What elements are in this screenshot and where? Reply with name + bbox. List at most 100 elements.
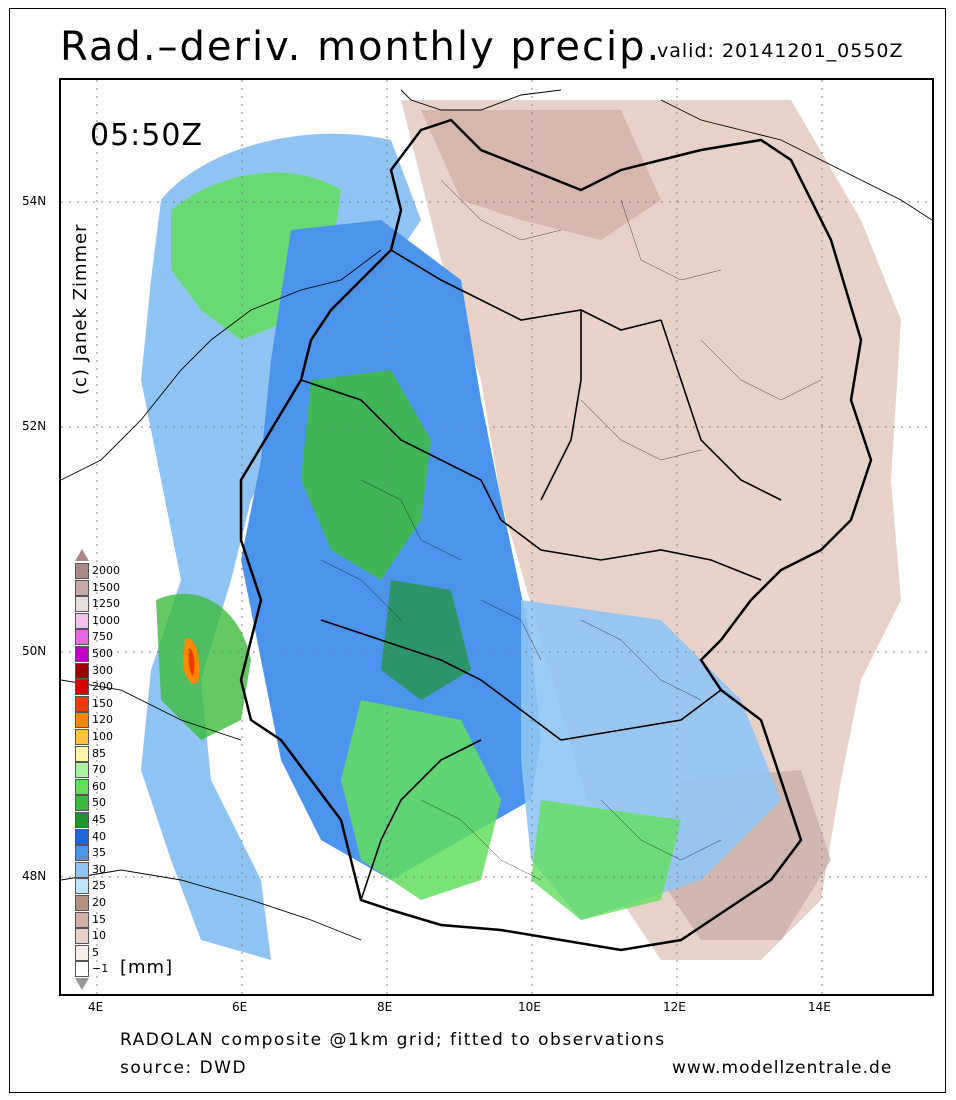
- legend-entry: 1000: [75, 612, 195, 630]
- district-borders: [320, 179, 822, 881]
- legend-swatch: [75, 662, 89, 679]
- legend-value: 45: [92, 813, 106, 826]
- lon-label-4e: 4E: [88, 1000, 104, 1014]
- legend-entry: 500: [75, 646, 195, 663]
- legend-value: 200: [92, 680, 113, 694]
- legend-value: 100: [92, 730, 113, 743]
- footer-composite-info: RADOLAN composite @1km grid; fitted to o…: [120, 1030, 666, 1050]
- legend-entry: 120: [75, 712, 195, 729]
- legend-swatch: [75, 612, 89, 629]
- legend-swatch: [75, 828, 89, 845]
- state-borders: [300, 249, 782, 901]
- legend-value: 30: [92, 862, 106, 876]
- legend-entry: 10: [75, 928, 195, 945]
- legend-entry: 85: [75, 745, 195, 763]
- heavy-precip-spot-core: [188, 648, 195, 676]
- germany-border: [239, 118, 873, 952]
- lon-label-8e: 8E: [377, 1000, 393, 1014]
- lat-label-52n: 52N: [22, 419, 47, 433]
- legend-value: 150: [92, 696, 113, 710]
- precipitation-map: [59, 78, 934, 996]
- map-title: Rad.–deriv. monthly precip.: [60, 24, 662, 70]
- legend-entry: −1: [75, 961, 195, 978]
- legend-value: 25: [92, 879, 106, 893]
- legend-entry: 70: [75, 762, 195, 779]
- wet-area-south-green: [531, 800, 681, 920]
- legend-entry: 1250: [75, 596, 195, 613]
- legend-swatch: [75, 646, 89, 662]
- legend-swatch: [75, 878, 89, 895]
- lon-label-6e: 6E: [232, 1000, 248, 1014]
- lon-label-14e: 14E: [808, 1000, 831, 1014]
- legend-value: 1500: [92, 580, 120, 594]
- legend-swatch: [75, 745, 89, 762]
- legend-value: 5: [92, 945, 99, 959]
- legend-swatch: [75, 563, 89, 579]
- legend-value: 35: [92, 846, 106, 860]
- legend-value: 1000: [92, 613, 120, 627]
- legend-value: 60: [92, 779, 106, 793]
- legend-entry: 25: [75, 878, 195, 895]
- legend-swatch: [75, 812, 89, 828]
- legend-entry: 1500: [75, 579, 195, 597]
- legend-swatch: [75, 944, 89, 961]
- legend-value: 120: [92, 713, 113, 727]
- coastlines: [61, 89, 932, 941]
- legend-value: −1: [92, 962, 109, 976]
- legend-swatch: [75, 961, 89, 978]
- legend-swatch: [75, 928, 89, 945]
- legend-value: 70: [92, 763, 106, 777]
- lat-lon-grid: [61, 80, 932, 994]
- valid-time: valid: 20141201_0550Z: [657, 40, 904, 62]
- wet-area-green-1: [301, 370, 431, 580]
- lat-label-54n: 54N: [22, 194, 47, 208]
- legend-arrow-down-icon: [75, 978, 89, 990]
- legend-entry: 100: [75, 729, 195, 746]
- legend-swatch: [75, 729, 89, 745]
- legend-value: 500: [92, 647, 113, 660]
- map-canvas: [61, 80, 932, 994]
- legend-swatch: [75, 762, 89, 779]
- legend-swatch: [75, 795, 89, 812]
- legend-entry: 50: [75, 795, 195, 812]
- legend-value: 2000: [92, 564, 120, 577]
- legend-value: 85: [92, 746, 106, 760]
- legend-value: 1250: [92, 597, 120, 611]
- legend-value: 10: [92, 929, 106, 943]
- legend-swatch: [75, 845, 89, 862]
- legend-swatch: [75, 596, 89, 613]
- legend-value: 20: [92, 896, 106, 909]
- copyright-label: (c) Janek Zimmer: [70, 223, 91, 395]
- legend-entry: 45: [75, 812, 195, 829]
- legend-arrow-up-icon: [75, 549, 89, 561]
- legend-swatch: [75, 695, 89, 712]
- legend-entry: 35: [75, 845, 195, 862]
- legend-value: 40: [92, 829, 106, 843]
- legend-swatch: [75, 861, 89, 878]
- figure-frame: [9, 8, 946, 1093]
- legend-swatch: [75, 778, 89, 795]
- dry-area-east: [401, 100, 901, 960]
- wet-area-green-3: [381, 580, 471, 700]
- legend-swatch: [75, 679, 89, 696]
- legend-swatch: [75, 895, 89, 911]
- footer-website[interactable]: www.modellzentrale.de: [672, 1058, 893, 1078]
- legend-entry: 15: [75, 911, 195, 929]
- legend-entry: 2000: [75, 563, 195, 580]
- legend-entry: 20: [75, 895, 195, 912]
- legend-entry: 150: [75, 695, 195, 713]
- legend-value: 300: [92, 663, 113, 677]
- lat-label-50n: 50N: [22, 644, 47, 658]
- footer-source: source: DWD: [120, 1058, 248, 1078]
- legend-value: 15: [92, 912, 106, 926]
- legend-entry: 60: [75, 778, 195, 796]
- legend-entry: 30: [75, 861, 195, 879]
- legend-swatch: [75, 579, 89, 596]
- lat-label-48n: 48N: [22, 869, 47, 883]
- lon-label-12e: 12E: [663, 1000, 686, 1014]
- legend-value: 750: [92, 630, 113, 644]
- legend-entry: 200: [75, 679, 195, 696]
- legend-entry: 750: [75, 629, 195, 646]
- legend-value: 50: [92, 796, 106, 810]
- legend-entry: 5: [75, 944, 195, 962]
